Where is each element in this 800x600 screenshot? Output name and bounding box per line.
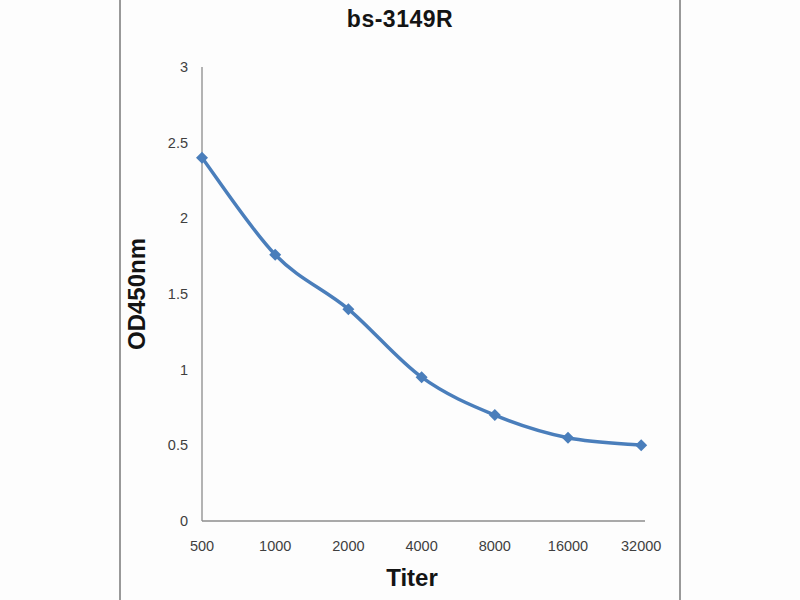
y-tick-label: 2 [180,210,188,226]
y-tick-label: 1 [180,362,188,378]
series-marker [635,439,647,451]
x-tick-label: 4000 [405,538,437,554]
y-tick-label: 0.5 [168,437,188,453]
y-tick-label: 0 [180,513,188,529]
plot-area: 3 2.5 2 1.5 1 0.5 0500 1000 2000 4000 8000 16000 320… [0,0,800,600]
y-tick-label: 2.5 [168,135,188,151]
x-tick-label: 16000 [548,538,588,554]
series-line [202,158,641,446]
x-tick-label: 1000 [259,538,291,554]
series-marker [489,409,501,421]
x-tick-label: 32000 [621,538,661,554]
x-tick-label: 8000 [479,538,511,554]
x-tick-label: 500 [190,538,214,554]
y-tick-label: 1.5 [168,286,188,302]
series-marker [562,432,574,444]
y-tick-label: 3 [180,59,188,75]
x-tick-label: 2000 [332,538,364,554]
